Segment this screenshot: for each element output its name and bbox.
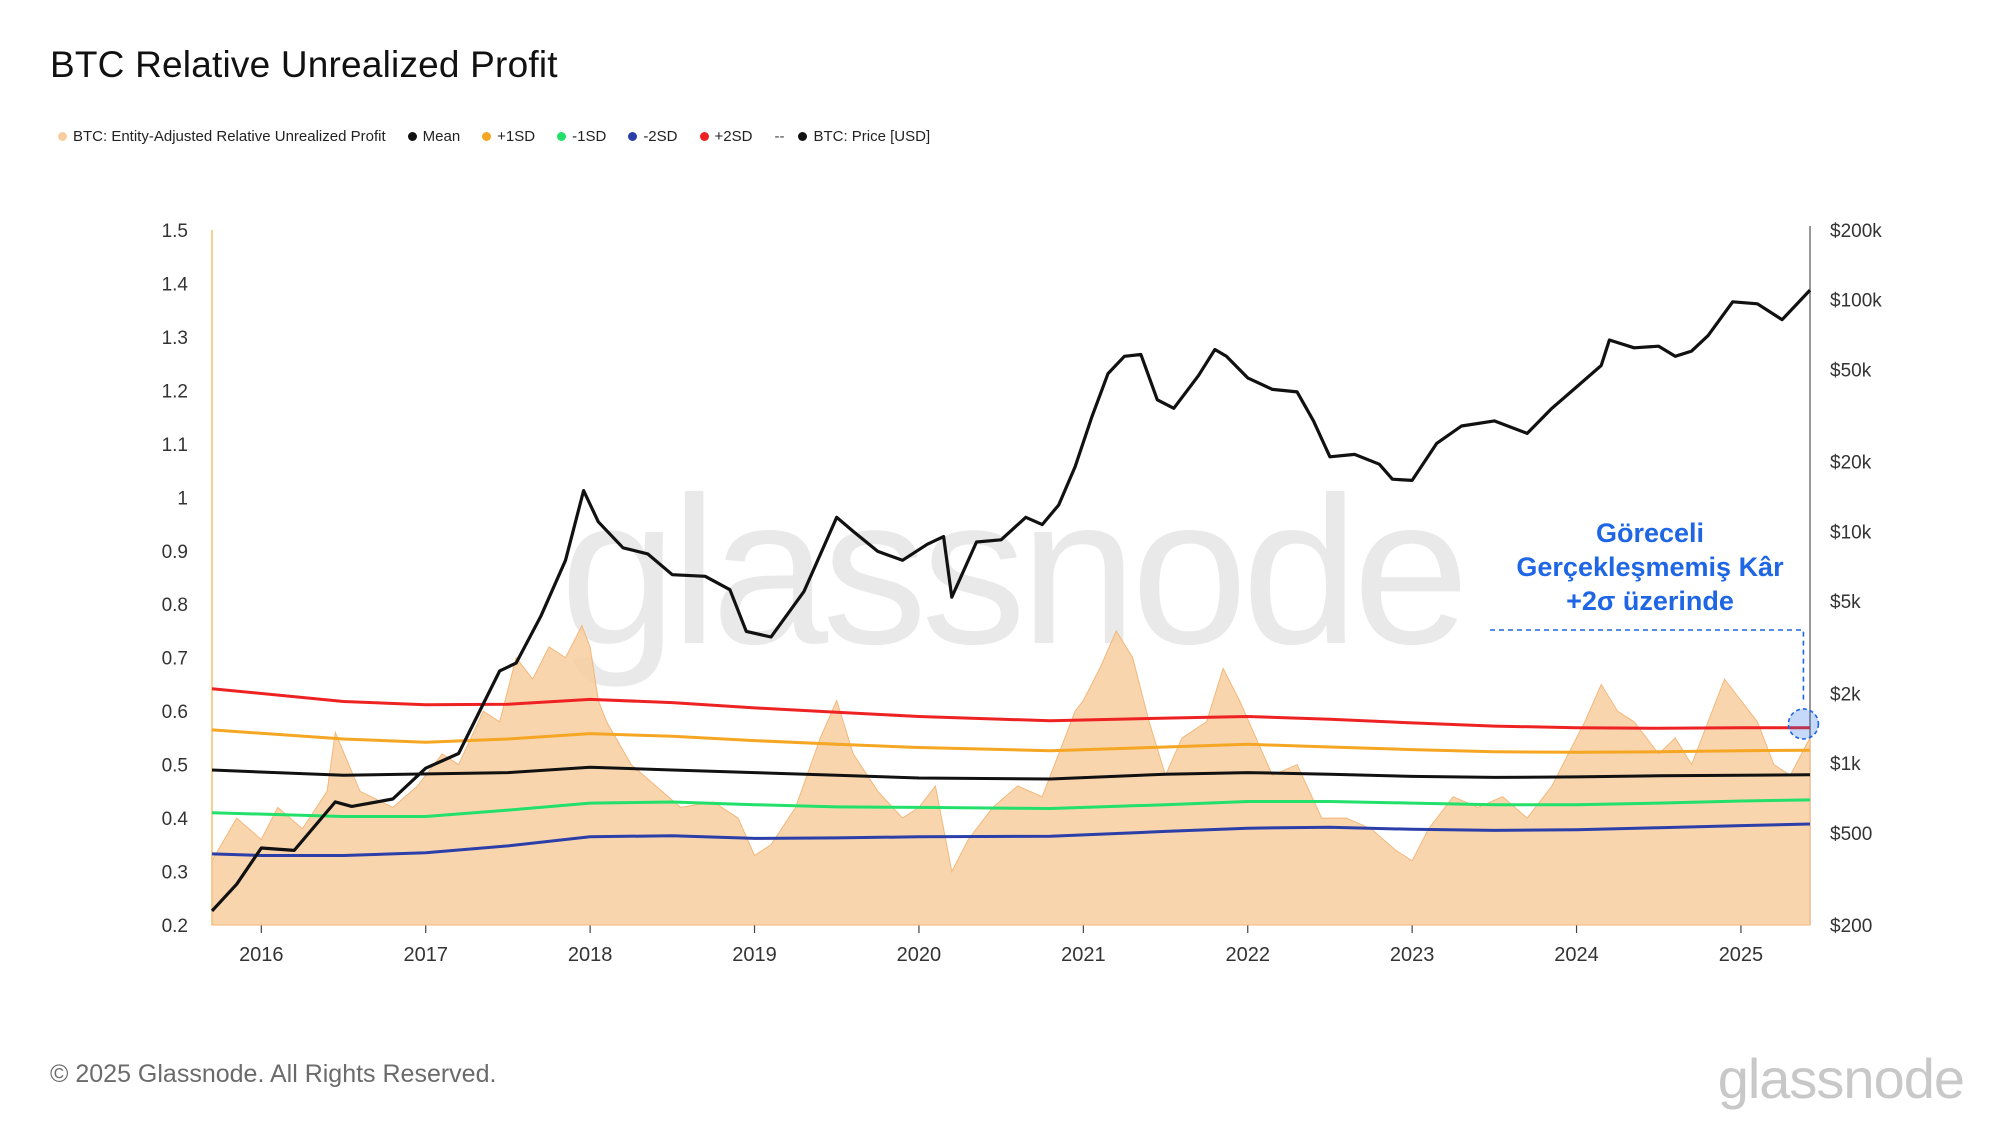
series-area-relative-unrealized-profit	[211, 624, 1811, 926]
y2-tick-label: $10k	[1830, 522, 1872, 543]
y2-tick-label: $50k	[1830, 360, 1872, 381]
y2-tick-label: $20k	[1830, 453, 1872, 474]
legend-dash: --	[774, 128, 785, 145]
y-tick-label: 0.7	[162, 649, 188, 670]
legend-item-plus-2sd[interactable]: +2SD	[699, 128, 753, 145]
y-tick-label: 0.2	[162, 916, 188, 937]
series-line-plus2sd	[211, 687, 1810, 730]
legend-swatch	[58, 132, 67, 141]
x-tick-label: 2024	[1554, 944, 1599, 966]
legend-swatch	[557, 132, 567, 141]
legend-label: -2SD	[643, 128, 678, 145]
chart-title: BTC Relative Unrealized Profit	[50, 44, 558, 85]
legend-item-mean[interactable]: Mean	[407, 128, 461, 145]
y2-tick-label: $200k	[1830, 221, 1882, 242]
y-tick-label: 1.1	[162, 435, 188, 456]
x-tick-label: 2019	[732, 944, 777, 966]
legend-label: -1SD	[572, 128, 607, 145]
copyright-footer: © 2025 Glassnode. All Rights Reserved.	[50, 1060, 497, 1088]
annotation-connector	[1490, 629, 1805, 702]
legend-item-relative-unrealized-profit[interactable]: BTC: Entity-Adjusted Relative Unrealized…	[58, 128, 386, 145]
legend-item-btc-price[interactable]: -- BTC: Price [USD]	[774, 128, 930, 145]
x-tick-label: 2017	[403, 944, 448, 966]
y-tick-label: 0.3	[162, 863, 188, 884]
y-tick-label: 0.9	[162, 542, 188, 563]
x-tick-label: 2021	[1061, 944, 1106, 966]
x-tick-label: 2023	[1390, 944, 1435, 966]
y2-tick-label: $1k	[1830, 754, 1861, 775]
watermark: glassnode	[560, 453, 1469, 688]
annotation-line-2: Gerçekleşmemiş Kâr	[1516, 552, 1784, 582]
annotation-line-1: Göreceli	[1595, 518, 1705, 548]
brand-logo: glassnode	[1717, 1047, 1965, 1110]
legend: BTC: Entity-Adjusted Relative Unrealized…	[58, 128, 952, 145]
y2-tick-label: $2k	[1830, 684, 1861, 705]
y-tick-label: 0.6	[162, 702, 188, 723]
annotation-line-3: +2σ üzerinde	[1566, 586, 1734, 616]
series-line-plus1sd	[211, 728, 1811, 754]
y-tick-label: 1	[177, 488, 188, 509]
legend-label: +2SD	[714, 128, 753, 145]
legend-item-minus-2sd[interactable]: -2SD	[628, 128, 678, 145]
y-tick-label: 0.8	[162, 595, 188, 616]
legend-label: BTC: Entity-Adjusted Relative Unrealized…	[73, 128, 386, 145]
legend-label: BTC: Price [USD]	[813, 128, 931, 145]
legend-swatch	[482, 132, 492, 141]
series-line--2sd	[211, 822, 1811, 857]
series-line--1sd	[211, 798, 1811, 818]
x-tick-label: 2016	[239, 944, 284, 966]
legend-item-plus-1sd[interactable]: +1SD	[482, 128, 535, 145]
legend-swatch	[798, 132, 808, 141]
x-tick-label: 2020	[897, 944, 942, 966]
y-tick-label: 1.5	[162, 221, 188, 242]
x-tick-label: 2025	[1719, 944, 1764, 966]
legend-item-minus-1sd[interactable]: -1SD	[557, 128, 606, 145]
series-line-mean	[211, 765, 1811, 781]
y-tick-label: 1.4	[162, 274, 189, 295]
legend-label: +1SD	[497, 128, 536, 145]
legend-swatch	[407, 132, 417, 141]
legend-swatch	[628, 132, 638, 141]
y-tick-label: 0.4	[162, 809, 189, 830]
x-tick-label: 2018	[568, 944, 613, 966]
y2-tick-label: $100k	[1830, 291, 1882, 312]
x-tick-label: 2022	[1225, 944, 1270, 966]
legend-label: Mean	[422, 128, 461, 145]
annotation-text: Göreceli Gerçekleşmemiş Kâr +2σ üzerinde	[1470, 516, 1830, 618]
annotation-marker	[1787, 708, 1820, 740]
y-tick-label: 1.3	[162, 328, 188, 349]
legend-swatch	[699, 132, 709, 141]
y-tick-label: 0.5	[162, 756, 188, 777]
y2-tick-label: $5k	[1830, 592, 1861, 613]
series-line-btc-price-usd-	[210, 289, 1812, 912]
y-tick-label: 1.2	[162, 381, 188, 402]
y2-tick-label: $500	[1830, 824, 1872, 845]
y2-tick-label: $200	[1830, 916, 1872, 937]
